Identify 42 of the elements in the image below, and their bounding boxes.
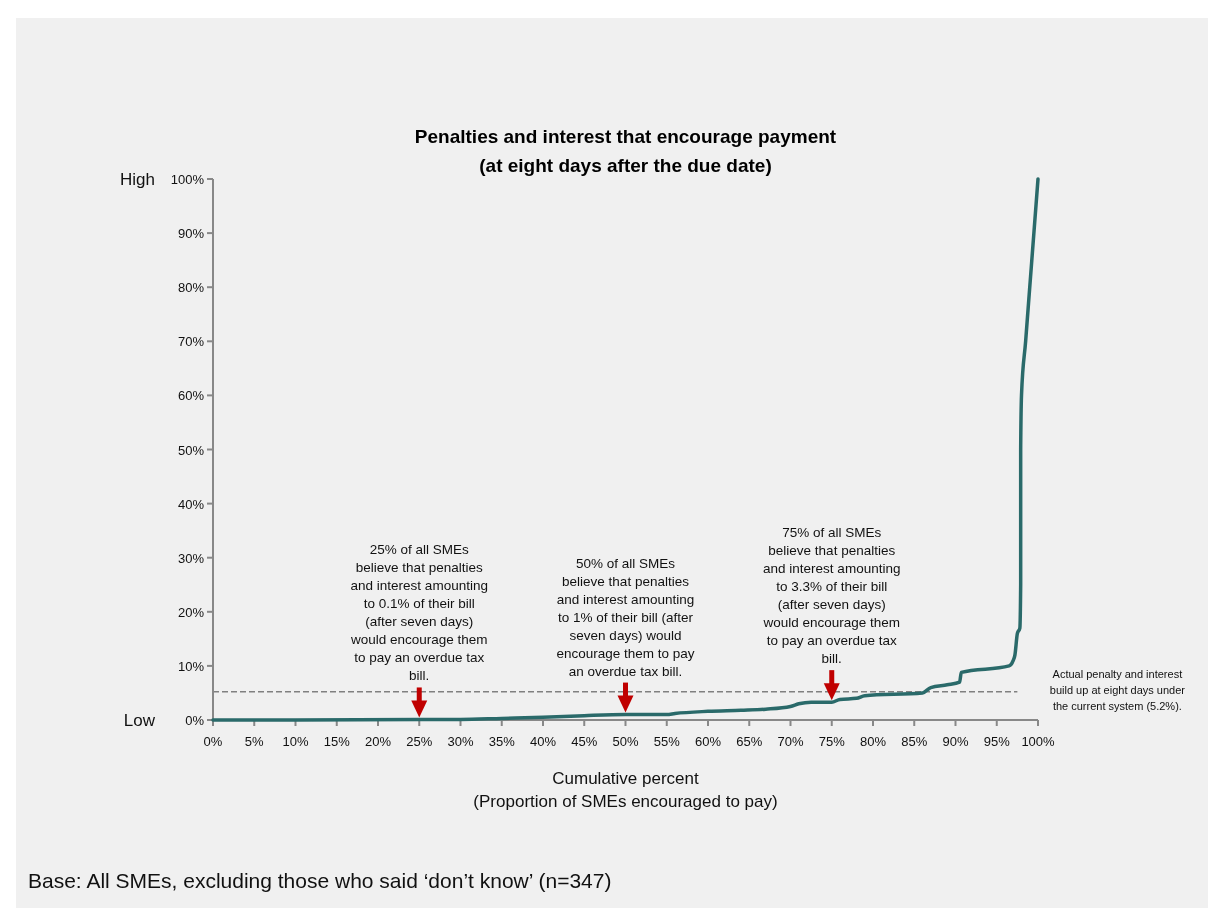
x-tick-label: 15% bbox=[323, 734, 351, 749]
y-tick-label: 50% bbox=[177, 442, 205, 458]
y-tick-label: 90% bbox=[177, 226, 205, 242]
x-tick-label: 80% bbox=[859, 734, 887, 749]
x-tick-label: 90% bbox=[942, 734, 969, 749]
x-tick-label: 30% bbox=[447, 734, 474, 749]
x-tick-label: 35% bbox=[488, 734, 516, 749]
y-tick-label: 60% bbox=[177, 388, 205, 404]
x-tick-label: 20% bbox=[364, 734, 392, 749]
annotation: 25% of all SMEs believe that penalties and interest amounting to 0.1% of their bill (after seven days) would encourage them to pay an overdue tax bill. bbox=[349, 541, 489, 686]
text: High bbox=[120, 170, 155, 189]
x-tick-label: 65% bbox=[736, 734, 763, 749]
ref-line-label: Actual penalty and interest build up at eight days under the current system (5.2%). bbox=[1048, 666, 1186, 714]
x-tick-label: 10% bbox=[282, 734, 309, 749]
x-tick-label: 50% bbox=[612, 734, 639, 749]
y-tick-label: 30% bbox=[177, 550, 205, 566]
y-tick-label: 100% bbox=[170, 172, 205, 187]
annotation: 50% of all SMEs believe that penalties and interest amounting to 1% of their bill (after seven days) would encourage them to pay an overdue tax bill. bbox=[555, 554, 696, 681]
y-tick-label: 70% bbox=[177, 334, 205, 350]
x-tick-label: 5% bbox=[244, 734, 265, 749]
chart-subtitle: (at eight days after the due date) bbox=[479, 155, 772, 176]
x-tick-label: 45% bbox=[571, 734, 598, 749]
annotation: 75% of all SMEs believe that penalties and interest amounting to 3.3% of their bill (after seven days) would encourage them to pay an overdue tax bill. bbox=[762, 524, 902, 669]
x-tick-label: 75% bbox=[818, 734, 846, 749]
y-tick-label: 10% bbox=[177, 658, 205, 674]
x-tick-label: 60% bbox=[694, 734, 722, 749]
x-axis-title: Cumulative percent (Proportion of SMEs encouraged to pay) bbox=[473, 769, 778, 811]
x-tick-label: 40% bbox=[529, 734, 557, 749]
x-tick-label: 85% bbox=[901, 734, 928, 749]
x-tick-label: 100% bbox=[1021, 734, 1056, 749]
x-tick-label: 55% bbox=[653, 734, 681, 749]
y-tick-label: 20% bbox=[177, 604, 205, 620]
x-tick-label: 95% bbox=[983, 734, 1011, 749]
y-tick-label: 0% bbox=[185, 713, 205, 728]
x-tick-label: 0% bbox=[203, 734, 223, 749]
y-tick-label: 80% bbox=[177, 280, 205, 296]
text: Low bbox=[123, 711, 156, 730]
x-tick-label: 25% bbox=[406, 734, 433, 749]
x-tick-label: 70% bbox=[777, 734, 804, 749]
chart-title: Penalties and interest that encourage payment bbox=[414, 126, 837, 147]
text: Base: All SMEs, excluding those who said ‘don’t know’ (n=347) bbox=[28, 869, 612, 892]
y-tick-label: 40% bbox=[177, 496, 205, 512]
